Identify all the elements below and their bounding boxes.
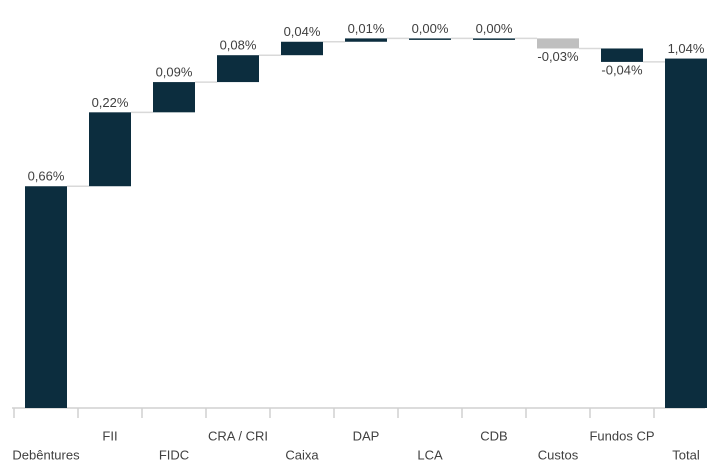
x-tick-label: LCA [417,447,443,462]
bar [665,58,707,409]
data-label: 0,08% [220,38,257,53]
data-label: -0,03% [537,49,579,64]
data-label: 0,09% [156,65,193,80]
bar [281,41,323,56]
data-label: 0,04% [284,24,321,39]
x-tick-label: FIDC [159,447,189,462]
data-label: 0,22% [92,95,129,110]
x-tick-label: Custos [538,447,579,462]
bar [409,38,451,40]
data-label: 0,00% [476,21,513,36]
bar [473,38,515,40]
bar [537,38,579,49]
data-label: 0,01% [348,21,385,36]
x-tick-label: CRA / CRI [208,428,268,443]
bar [89,112,131,187]
data-label: 0,66% [28,169,65,184]
data-label: 1,04% [668,41,705,56]
data-label: 0,00% [412,21,449,36]
data-label: -0,04% [601,62,643,77]
x-tick-label: Debêntures [12,447,80,462]
bar [25,186,67,408]
bar [601,48,643,62]
x-tick-label: FII [102,428,117,443]
x-tick-label: DAP [353,428,380,443]
bar [217,55,259,83]
x-tick-label: Total [672,447,700,462]
x-tick-label: Caixa [285,447,319,462]
bar [153,82,195,113]
x-tick-label: CDB [480,428,507,443]
x-tick-label: Fundos CP [589,428,654,443]
bar [345,38,387,42]
